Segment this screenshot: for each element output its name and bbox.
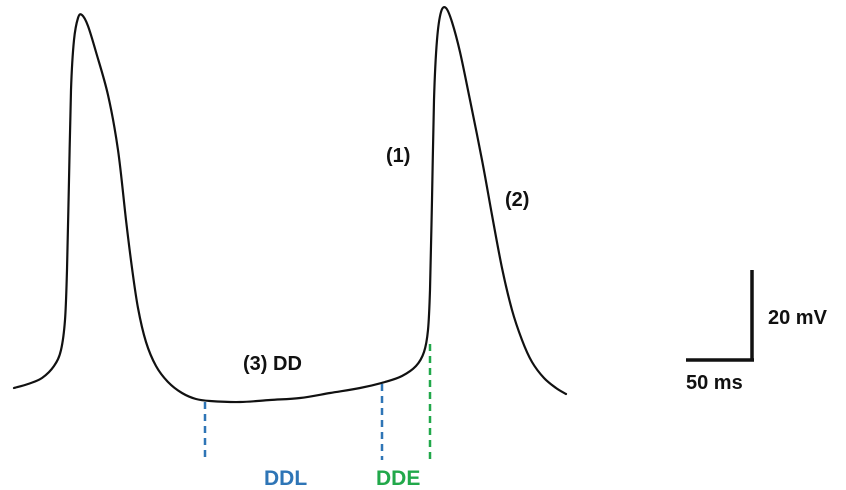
phase-1-label: (1)	[386, 145, 410, 167]
action-potential-trace	[12, 6, 568, 404]
time-scale-label: 50 ms	[686, 372, 743, 394]
phase-3-label: (3) DD	[243, 353, 302, 375]
voltage-scale-label: 20 mV	[768, 307, 828, 329]
ddl-label: DDL	[264, 467, 307, 490]
dde-label: DDE	[376, 467, 420, 490]
phase-2-label: (2)	[505, 189, 529, 211]
scale-bar: 20 mV 50 ms	[686, 270, 828, 394]
